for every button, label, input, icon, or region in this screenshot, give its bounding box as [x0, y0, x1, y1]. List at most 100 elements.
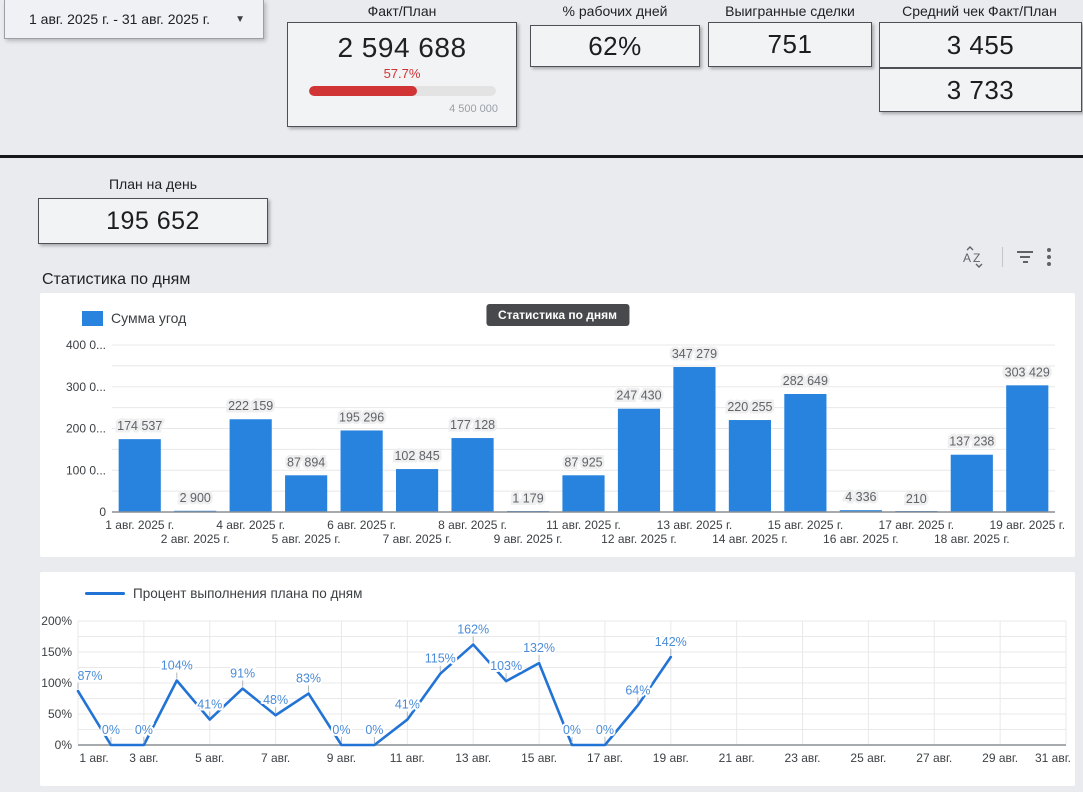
x-axis-tick-label: 2 авг. 2025 г.	[161, 532, 230, 546]
fact-plan-target: 4 500 000	[449, 103, 498, 115]
work-days-card: 62%	[530, 25, 700, 67]
fact-plan-progress-fill	[309, 86, 417, 96]
line-value-label: 41%	[197, 698, 222, 712]
x-axis-tick-label: 21 авг.	[719, 751, 755, 765]
x-axis-tick-label: 31 авг.	[1035, 751, 1071, 765]
x-axis-tick-label: 25 авг.	[850, 751, 886, 765]
chart-toolbar: A Z	[962, 244, 1072, 270]
x-axis-tick-label: 7 авг. 2025 г.	[383, 532, 452, 546]
line-value-label: 48%	[263, 693, 288, 707]
date-range-label: 1 авг. 2025 г. - 31 авг. 2025 г.	[29, 11, 210, 27]
bar-legend-swatch-icon	[82, 311, 103, 326]
x-axis-tick-label: 17 авг.	[587, 751, 623, 765]
won-deals-title: Выигранные сделки	[708, 3, 872, 19]
x-axis-tick-label: 19 авг.	[653, 751, 689, 765]
x-axis-tick-label: 6 авг. 2025 г.	[327, 518, 396, 532]
plan-day-card: 195 652	[38, 198, 268, 244]
fact-plan-percent: 57.7%	[288, 66, 516, 81]
bar-chart[interactable]: 0100 0...200 0...300 0...400 0...174 537…	[40, 293, 1075, 557]
won-deals-value: 751	[768, 29, 813, 60]
bar[interactable]	[1006, 385, 1048, 512]
line-chart[interactable]: 0%50%100%150%200%1 авг.3 авг.5 авг.7 авг…	[40, 572, 1075, 786]
bar[interactable]	[729, 420, 771, 512]
sort-az-icon[interactable]: A Z	[962, 246, 988, 268]
bar[interactable]	[230, 419, 272, 512]
y-axis-tick-label: 0%	[55, 738, 73, 752]
x-axis-tick-label: 27 авг.	[916, 751, 952, 765]
avg-check-plan-card: 3 733	[879, 68, 1082, 112]
x-axis-tick-label: 5 авг.	[195, 751, 224, 765]
work-days-value: 62%	[588, 31, 642, 62]
y-axis-tick-label: 400 0...	[66, 338, 106, 352]
bar[interactable]	[673, 367, 715, 512]
section-divider	[0, 155, 1083, 158]
line-value-label: 64%	[625, 683, 650, 697]
won-deals-card: 751	[708, 22, 872, 67]
line-value-label: 0%	[563, 723, 581, 737]
bar-value-label: 102 845	[394, 449, 439, 463]
line-value-label: 142%	[655, 635, 687, 649]
x-axis-tick-label: 11 авг.	[390, 751, 425, 765]
y-axis-tick-label: 150%	[41, 645, 72, 659]
line-value-label: 115%	[425, 652, 456, 666]
x-axis-tick-label: 13 авг.	[455, 751, 491, 765]
avg-check-title: Средний чек Факт/План	[876, 3, 1083, 19]
x-axis-tick-label: 11 авг. 2025 г.	[546, 518, 621, 532]
bar[interactable]	[451, 438, 493, 512]
y-axis-tick-label: 100%	[41, 676, 72, 690]
chevron-down-icon: ▼	[235, 14, 245, 25]
avg-check-fact-card: 3 455	[879, 22, 1082, 68]
svg-text:Z: Z	[973, 251, 980, 265]
bar-value-label: 220 255	[727, 400, 772, 414]
avg-check-fact-value: 3 455	[947, 30, 1015, 61]
bar-value-label: 210	[906, 492, 927, 506]
y-axis-tick-label: 50%	[48, 707, 72, 721]
bar-value-label: 347 279	[672, 347, 717, 361]
y-axis-tick-label: 300 0...	[66, 380, 106, 394]
line-value-label: 104%	[161, 659, 193, 673]
bar[interactable]	[119, 439, 161, 512]
bar[interactable]	[341, 430, 383, 512]
date-range-picker[interactable]: 1 авг. 2025 г. - 31 авг. 2025 г. ▼	[4, 0, 264, 39]
x-axis-tick-label: 9 авг.	[327, 751, 356, 765]
bar-value-label: 247 430	[616, 389, 661, 403]
filter-icon[interactable]	[1017, 251, 1033, 263]
line-value-label: 0%	[135, 723, 153, 737]
bar[interactable]	[396, 469, 438, 512]
fact-plan-value: 2 594 688	[288, 32, 516, 64]
x-axis-tick-label: 8 авг. 2025 г.	[438, 518, 507, 532]
x-axis-tick-label: 19 авг. 2025 г.	[989, 518, 1065, 532]
section-title: Статистика по дням	[42, 271, 190, 289]
more-options-icon[interactable]	[1047, 248, 1051, 266]
x-axis-tick-label: 18 авг. 2025 г.	[934, 532, 1010, 546]
line-value-label: 91%	[230, 667, 255, 681]
fact-plan-progress-track	[309, 86, 496, 96]
x-axis-tick-label: 4 авг. 2025 г.	[216, 518, 285, 532]
x-axis-tick-label: 15 авг. 2025 г.	[768, 518, 844, 532]
x-axis-tick-label: 9 авг. 2025 г.	[494, 532, 563, 546]
y-axis-tick-label: 0	[99, 505, 106, 519]
bar-value-label: 222 159	[228, 399, 273, 413]
toolbar-separator	[1002, 247, 1003, 267]
x-axis-tick-label: 7 авг.	[261, 751, 290, 765]
bar[interactable]	[285, 475, 327, 512]
line-value-label: 83%	[296, 672, 321, 686]
bar-value-label: 87 894	[287, 455, 325, 469]
x-axis-tick-label: 1 авг. 2025 г.	[105, 518, 174, 532]
x-axis-tick-label: 29 авг.	[982, 751, 1018, 765]
bar-value-label: 303 429	[1005, 365, 1050, 379]
bar-value-label: 174 537	[117, 419, 162, 433]
line-legend-swatch-icon	[85, 592, 125, 595]
bar[interactable]	[951, 455, 993, 512]
line-value-label: 0%	[596, 723, 614, 737]
line-value-label: 0%	[102, 723, 120, 737]
bar[interactable]	[562, 475, 604, 512]
bar-value-label: 137 238	[949, 435, 994, 449]
bar[interactable]	[618, 409, 660, 512]
bar[interactable]	[784, 394, 826, 512]
bar-chart-legend: Сумма угод	[82, 310, 186, 326]
line-value-label: 41%	[395, 698, 420, 712]
x-axis-tick-label: 5 авг. 2025 г.	[272, 532, 341, 546]
line-chart-legend: Процент выполнения плана по дням	[85, 586, 362, 601]
avg-check-plan-value: 3 733	[947, 75, 1015, 106]
